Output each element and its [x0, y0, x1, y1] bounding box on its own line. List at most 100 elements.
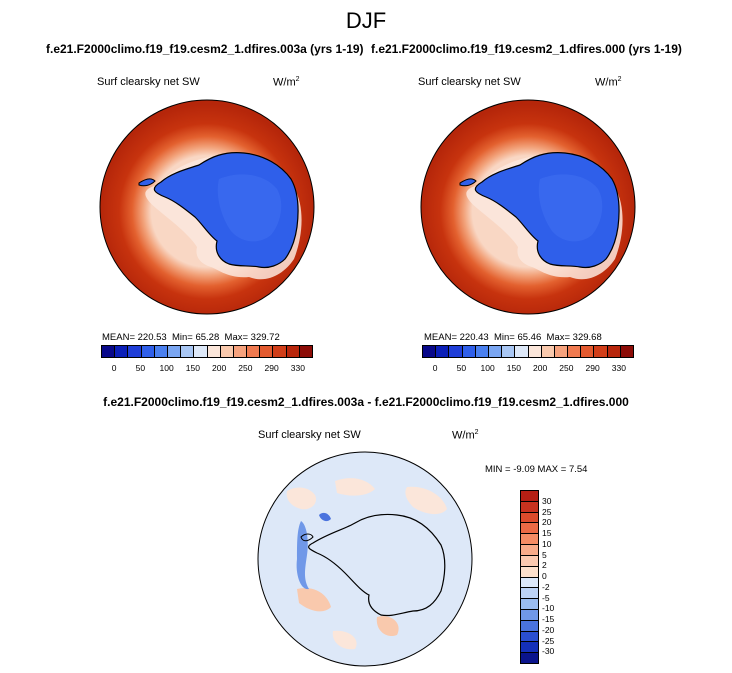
colorbar-swatch	[521, 576, 538, 588]
colorbar-swatch	[501, 346, 515, 357]
peninsula	[300, 533, 314, 542]
colorbar-left	[101, 345, 313, 358]
colorbar-tick-label: 0	[432, 363, 438, 373]
colorbar-swatch	[166, 346, 181, 357]
warm-patch	[286, 487, 317, 510]
panel-right-units: W/m2	[595, 76, 622, 89]
colorbar-tick-label: 250	[559, 363, 574, 373]
colorbar-swatch	[521, 544, 538, 555]
colorbar-tick-label: 30	[542, 495, 552, 506]
colorbar-tick-label: 250	[238, 363, 253, 373]
diff-minmax: MIN = -9.09 MAX = 7.54	[485, 464, 588, 475]
warm-patch	[405, 486, 447, 515]
warm-patch	[335, 478, 375, 496]
colorbar-swatch	[272, 346, 286, 357]
warm-patch	[297, 587, 331, 612]
colorbar-swatch	[521, 608, 538, 620]
colorbar-swatch	[435, 346, 449, 357]
colorbar-tick-label: 0	[111, 363, 117, 373]
colorbar-swatch	[206, 346, 220, 357]
colorbar-swatch	[193, 346, 207, 357]
colorbar-swatch	[246, 346, 260, 357]
colorbar-swatch	[140, 346, 154, 357]
colorbar-tick-label: -10	[542, 603, 555, 614]
colorbar-swatch	[448, 346, 462, 357]
antarctica-continent	[308, 513, 446, 617]
colorbar-tick-label: 330	[611, 363, 626, 373]
colorbar-swatch	[259, 346, 273, 357]
colorbar-tick-label: 100	[159, 363, 174, 373]
panel-left-stats: MEAN= 220.53 Min= 65.28 Max= 329.72	[102, 332, 280, 343]
colorbar-swatch	[553, 346, 568, 357]
diff-variable-label: Surf clearsky net SW	[258, 429, 361, 441]
colorbar-right	[422, 345, 634, 358]
cool-patch	[296, 521, 309, 590]
warm-patch	[332, 630, 357, 650]
colorbar-tick-label: 20	[542, 517, 552, 528]
colorbar-tick-label: 330	[290, 363, 305, 373]
colorbar-swatch	[102, 346, 115, 357]
colorbar-swatch	[521, 619, 538, 631]
colorbar-swatch	[114, 346, 128, 357]
colorbar-swatch	[219, 346, 233, 357]
map-left	[99, 99, 315, 315]
colorbar-swatch	[521, 554, 538, 566]
diff-colorbar-ticks: 30 25 20 15 10 5 2 0 -2 -5 -10 -15 -20 -25 -30	[542, 490, 582, 662]
colorbar-left-ticks: 0 50 100 150 200 250 290 330	[101, 363, 311, 375]
map-right	[420, 99, 636, 315]
colorbar-swatch	[521, 533, 538, 545]
season-title: DJF	[345, 8, 387, 33]
colorbar-tick-label: 10	[542, 538, 552, 549]
colorbar-swatch	[153, 346, 167, 357]
colorbar-tick-label: 25	[542, 506, 552, 517]
colorbar-tick-label: -5	[542, 592, 550, 603]
colorbar-tick-label: -20	[542, 624, 555, 635]
colorbar-swatch	[180, 346, 194, 357]
colorbar-swatch	[461, 346, 475, 357]
continent-interior	[217, 174, 282, 242]
map-diff	[257, 451, 473, 667]
peninsula	[459, 178, 477, 187]
colorbar-swatch	[580, 346, 594, 357]
colorbar-right-ticks: 0 50 100 150 200 250 290 330	[422, 363, 632, 375]
panel-left-units: W/m2	[273, 76, 300, 89]
colorbar-tick-label: -30	[542, 646, 555, 657]
colorbar-tick-label: 50	[456, 363, 467, 373]
colorbar-tick-label: 50	[135, 363, 146, 373]
colorbar-tick-label: -2	[542, 581, 550, 592]
colorbar-swatch	[423, 346, 436, 357]
colorbar-swatch	[567, 346, 581, 357]
colorbar-swatch	[285, 346, 299, 357]
colorbar-tick-label: 5	[542, 549, 547, 560]
panel-right-case-title: f.e21.F2000climo.f19_f19.cesm2_1.dfires.…	[371, 42, 682, 56]
colorbar-swatch	[521, 587, 538, 599]
colorbar-swatch	[521, 598, 538, 609]
colorbar-tick-label: 15	[542, 528, 552, 538]
cool-patch	[319, 512, 331, 522]
colorbar-swatch	[619, 346, 633, 357]
colorbar-swatch	[521, 641, 538, 653]
diff-title: f.e21.F2000climo.f19_f19.cesm2_1.dfires.…	[103, 395, 629, 409]
colorbar-swatch	[298, 346, 312, 357]
colorbar-tick-label: 100	[480, 363, 495, 373]
colorbar-swatch	[232, 346, 247, 357]
colorbar-tick-label: 2	[542, 560, 547, 571]
colorbar-tick-label: 150	[506, 363, 521, 373]
colorbar-tick-label: 200	[533, 363, 548, 373]
colorbar-swatch	[606, 346, 620, 357]
colorbar-swatch	[521, 511, 538, 523]
colorbar-swatch	[127, 346, 141, 357]
colorbar-tick-label: -15	[542, 614, 555, 624]
colorbar-swatch	[487, 346, 502, 357]
colorbar-swatch	[521, 630, 538, 642]
colorbar-swatch	[521, 491, 538, 501]
colorbar-swatch	[540, 346, 554, 357]
colorbar-swatch	[521, 652, 538, 663]
continent-interior	[538, 174, 603, 242]
colorbar-tick-label: 150	[185, 363, 200, 373]
colorbar-tick-label: 0	[542, 571, 547, 581]
colorbar-swatch	[527, 346, 541, 357]
colorbar-swatch	[521, 565, 538, 577]
warm-patch	[376, 616, 399, 637]
colorbar-swatch	[514, 346, 528, 357]
